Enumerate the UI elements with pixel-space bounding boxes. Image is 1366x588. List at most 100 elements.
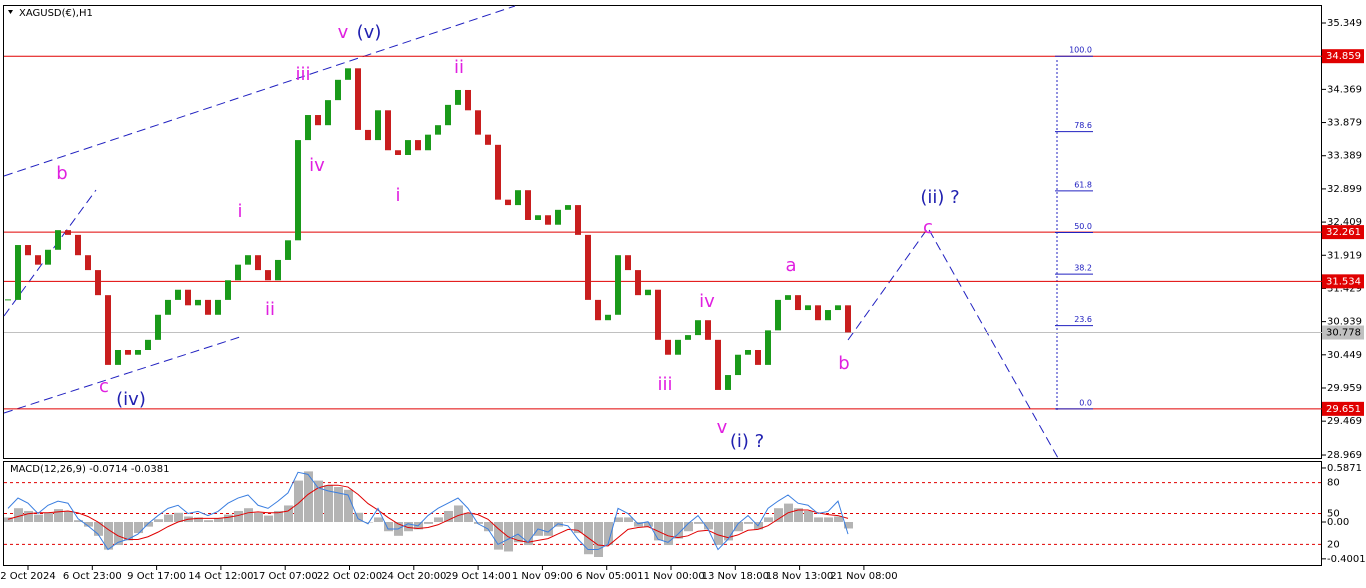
candle xyxy=(165,299,171,315)
candle xyxy=(185,289,191,306)
histogram-bar xyxy=(724,522,733,541)
histogram-bar xyxy=(84,522,93,527)
candle xyxy=(465,89,471,111)
candle xyxy=(725,375,731,390)
wave-label: iv xyxy=(309,155,325,176)
histogram-bar xyxy=(544,522,553,536)
histogram-bar xyxy=(524,522,533,546)
level-label: 31.534 xyxy=(1326,276,1361,287)
x-tick-label: 18 Nov 13:00 xyxy=(766,571,833,582)
x-tick-label: 9 Oct 17:00 xyxy=(127,571,186,582)
histogram-bar xyxy=(464,512,473,523)
candle xyxy=(755,349,761,365)
candle xyxy=(45,249,51,265)
histogram-bar xyxy=(704,522,713,530)
level-label: 34.859 xyxy=(1326,51,1361,62)
x-tick-label: 29 Oct 14:00 xyxy=(445,571,510,582)
y-tick-label: 31.429 xyxy=(1327,283,1362,294)
histogram-bar xyxy=(164,514,173,523)
fib-label: 78.6 xyxy=(1074,121,1092,130)
x-tick-label: 14 Oct 12:00 xyxy=(188,571,253,582)
candle xyxy=(795,295,801,311)
histogram-bar xyxy=(604,522,613,546)
candle xyxy=(75,234,81,256)
histogram-bar xyxy=(814,517,823,523)
candle xyxy=(585,234,591,300)
y-tick-label: 0.5871 xyxy=(1327,463,1362,474)
y-tick-label: 30.939 xyxy=(1327,317,1362,328)
candle xyxy=(415,140,421,151)
histogram-bar xyxy=(694,522,703,524)
y-tick-label: 30.449 xyxy=(1327,350,1362,361)
dropdown-icon[interactable] xyxy=(8,10,13,14)
indicator-panel xyxy=(3,461,1322,566)
candle xyxy=(365,129,371,141)
histogram-bar xyxy=(674,522,683,539)
histogram-bar xyxy=(624,517,633,523)
candle xyxy=(265,270,271,281)
x-tick-label: 1 Nov 09:00 xyxy=(512,571,573,582)
candle xyxy=(125,349,131,355)
candle xyxy=(815,305,821,321)
candle xyxy=(515,190,521,206)
candle xyxy=(805,305,811,311)
histogram-bar xyxy=(74,520,83,523)
candle xyxy=(735,354,741,376)
y-tick-label: 32.409 xyxy=(1327,217,1362,228)
candle xyxy=(525,190,531,220)
histogram-bar xyxy=(474,522,483,524)
histogram-bar xyxy=(794,508,803,523)
fib-label: 61.8 xyxy=(1074,180,1092,189)
histogram-bar xyxy=(104,522,113,550)
histogram-bar xyxy=(244,508,253,523)
histogram-bar xyxy=(324,485,333,523)
y-tick-label: 32.899 xyxy=(1327,184,1362,195)
histogram-bar xyxy=(14,508,23,523)
x-tick-label: 17 Oct 07:00 xyxy=(253,571,318,582)
channel-line xyxy=(3,5,516,177)
y-tick-label: 33.389 xyxy=(1327,151,1362,162)
level-label-box xyxy=(1322,274,1364,289)
candle xyxy=(715,339,721,390)
candle xyxy=(375,110,381,141)
level-label-box xyxy=(1322,325,1364,340)
y-tick-label: 0.00 xyxy=(1327,517,1349,528)
candle xyxy=(495,144,501,200)
candle xyxy=(95,270,101,296)
candle xyxy=(475,110,481,135)
histogram-bar xyxy=(744,522,753,524)
histogram-bar xyxy=(444,510,453,523)
candle xyxy=(105,295,111,365)
histogram-bar xyxy=(454,505,463,523)
histogram-bar xyxy=(4,517,13,523)
histogram-bar xyxy=(764,517,773,523)
candle xyxy=(55,230,61,250)
histogram-bar xyxy=(94,522,103,536)
candle xyxy=(765,330,771,365)
histogram-bar xyxy=(34,514,43,523)
level-label-box xyxy=(1322,49,1364,64)
x-tick-label: 2 Oct 2024 xyxy=(0,571,55,582)
candle xyxy=(825,310,831,321)
candle xyxy=(175,289,181,300)
x-tick-label: 24 Oct 20:00 xyxy=(381,571,446,582)
candle xyxy=(435,125,441,135)
candle xyxy=(445,104,451,126)
y2-tick-label: 80 xyxy=(1327,478,1340,489)
candle xyxy=(425,134,431,151)
histogram-bar xyxy=(614,517,623,523)
candle xyxy=(85,255,91,271)
level-label: 29.651 xyxy=(1326,404,1361,415)
candle xyxy=(155,314,161,340)
wave-label: iii xyxy=(657,374,672,395)
histogram-bar xyxy=(374,517,383,523)
wave-label: c xyxy=(923,217,933,238)
candle xyxy=(595,299,601,321)
histogram-bar xyxy=(44,512,53,523)
histogram-bar xyxy=(144,522,153,527)
histogram-bar xyxy=(114,522,123,546)
candle xyxy=(385,110,391,151)
y-tick-label: 34.369 xyxy=(1327,84,1362,95)
wave-label: (i) ? xyxy=(730,431,764,452)
